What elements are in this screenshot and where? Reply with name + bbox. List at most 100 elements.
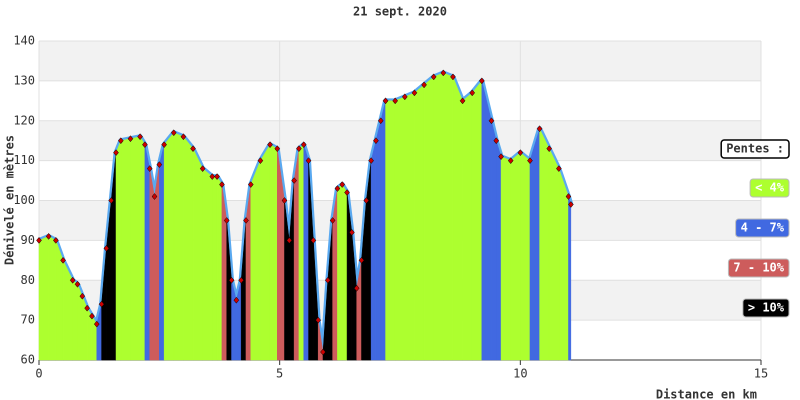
slope-segment <box>332 188 338 361</box>
slope-segment <box>548 148 560 361</box>
point-marker <box>137 133 143 141</box>
slope-segment <box>414 84 425 361</box>
point-marker <box>300 141 307 149</box>
slope-segment <box>202 168 213 361</box>
point-marker <box>219 181 225 188</box>
slope-segment <box>539 128 550 361</box>
point-marker <box>493 137 500 145</box>
slope-segment <box>462 92 473 361</box>
point-marker <box>382 97 389 105</box>
slope-segment <box>443 72 454 361</box>
slope-segment <box>433 72 444 361</box>
point-marker <box>93 320 100 328</box>
slope-segment <box>481 80 492 361</box>
y-tick-label: 70 <box>21 313 35 327</box>
point-marker <box>267 141 273 149</box>
legend-label: 4 - 7% <box>741 221 785 235</box>
point-marker <box>60 256 66 264</box>
slope-segment <box>337 184 343 361</box>
point-marker <box>170 129 177 137</box>
y-tick-label: 100 <box>13 193 35 207</box>
slope-segment <box>341 183 348 361</box>
slope-segment <box>491 120 497 361</box>
legend-swatch <box>727 258 790 278</box>
point-marker <box>108 197 115 204</box>
point-marker <box>36 236 42 244</box>
point-marker <box>286 236 293 244</box>
slope-segment <box>380 100 386 361</box>
slope-segment <box>183 135 194 361</box>
point-marker <box>127 135 134 143</box>
chart-title: 21 sept. 2020 <box>353 5 447 19</box>
point-marker <box>363 197 370 204</box>
slope-segment <box>568 196 572 361</box>
point-marker <box>401 93 408 101</box>
point-marker <box>450 73 456 81</box>
point-marker <box>98 300 105 308</box>
slope-segment <box>496 140 502 361</box>
x-tick-label: 5 <box>276 367 283 381</box>
point-marker <box>430 73 437 81</box>
y-axis-label: Dénivelé en mètres <box>3 135 17 265</box>
legend-swatch <box>749 178 790 198</box>
point-marker <box>479 77 485 85</box>
point-marker <box>344 189 350 196</box>
point-marker <box>103 244 110 252</box>
slope-segment <box>130 136 141 361</box>
point-marker <box>488 117 495 125</box>
slope-segment <box>500 156 511 361</box>
point-marker <box>320 348 326 356</box>
point-marker <box>546 145 553 153</box>
y-tick-label: 90 <box>21 233 35 247</box>
point-marker <box>459 97 466 105</box>
point-marker <box>368 157 374 165</box>
point-marker <box>113 149 119 157</box>
point-marker <box>45 232 52 240</box>
point-marker <box>84 304 90 312</box>
point-marker <box>377 117 384 125</box>
point-marker <box>74 280 81 288</box>
point-marker <box>89 312 95 320</box>
slope-segment <box>139 135 146 361</box>
point-marker <box>507 157 514 165</box>
point-marker <box>257 157 264 165</box>
slope-segment <box>115 140 122 361</box>
slope-segment <box>144 144 150 361</box>
y-tick-label: 60 <box>21 353 35 367</box>
point-marker <box>209 173 216 180</box>
point-marker <box>199 165 206 172</box>
x-tick-label: 10 <box>513 367 527 381</box>
point-marker <box>161 141 167 149</box>
point-marker <box>243 217 249 224</box>
point-marker <box>214 173 220 180</box>
legend-title-box <box>720 139 790 159</box>
point-marker <box>296 145 302 153</box>
slope-segment <box>120 138 131 361</box>
slope-segment <box>520 152 531 361</box>
legend-label: 7 - 10% <box>733 261 784 275</box>
slope-segment <box>298 144 304 361</box>
slope-segment <box>370 140 377 361</box>
slope-segment <box>216 175 223 361</box>
point-marker <box>53 236 59 244</box>
legend-swatch <box>742 298 790 318</box>
point-marker <box>339 181 346 188</box>
slope-segment <box>212 176 218 361</box>
point-marker <box>373 137 379 145</box>
slope-segment <box>72 279 78 361</box>
point-marker <box>349 229 355 236</box>
legend-title: Pentes : <box>726 142 784 156</box>
slope-segment <box>452 76 463 361</box>
slope-segment <box>510 152 521 361</box>
legend-label: > 10% <box>748 301 785 315</box>
point-marker <box>565 193 572 200</box>
point-marker <box>142 141 148 149</box>
slope-segment <box>471 80 483 361</box>
point-marker <box>238 276 244 284</box>
point-marker <box>146 165 153 172</box>
slope-segment <box>38 236 49 361</box>
point-marker <box>421 81 427 89</box>
slope-segment <box>375 120 381 361</box>
point-marker <box>358 256 365 264</box>
